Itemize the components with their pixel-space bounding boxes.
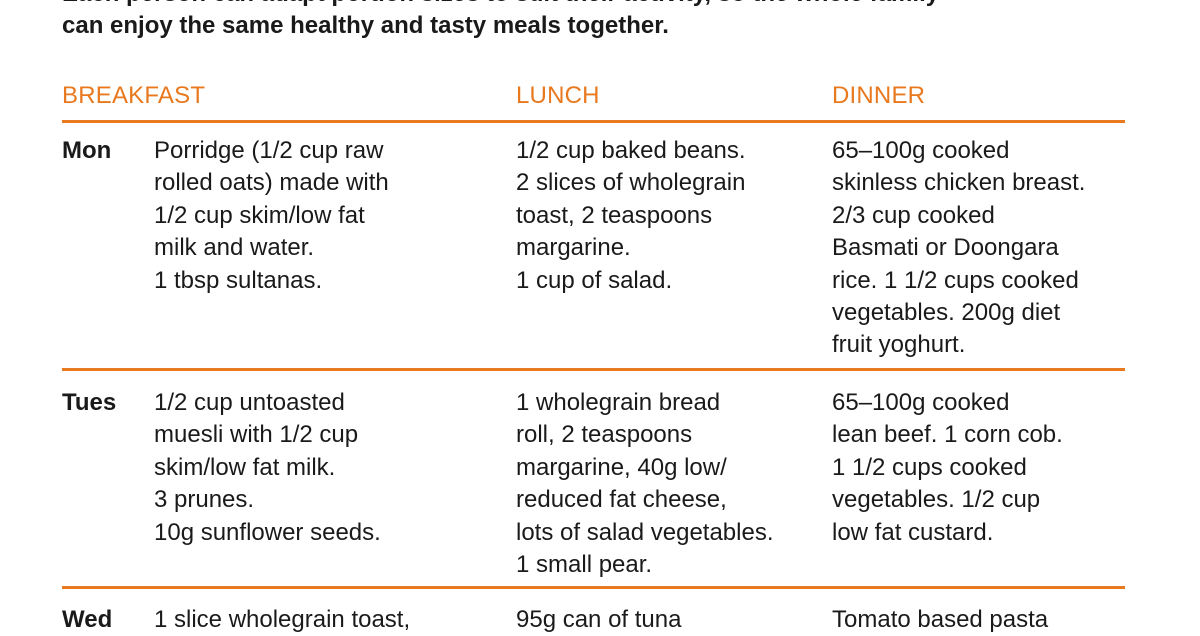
mon-dinner: 65–100g cooked skinless chicken breast. …	[832, 137, 1086, 359]
mon-lunch: 1/2 cup baked beans. 2 slices of wholegr…	[516, 137, 746, 294]
mon-breakfast: Porridge (1/2 cup raw rolled oats) made …	[154, 137, 389, 294]
day-label-tues: Tues	[62, 389, 117, 416]
intro-text: Each person can adapt portion sizes to s…	[62, 0, 1172, 42]
intro-line-1: Each person can adapt portion sizes to s…	[62, 0, 1172, 10]
row-divider-tues	[62, 586, 1125, 589]
tues-lunch: 1 wholegrain bread roll, 2 teaspoons mar…	[516, 389, 774, 579]
row-divider-mon	[62, 368, 1125, 371]
header-breakfast: BREAKFAST	[62, 82, 206, 109]
header-dinner: DINNER	[832, 82, 926, 109]
wed-breakfast: 1 slice wholegrain toast,	[154, 606, 411, 633]
header-divider	[62, 120, 1125, 123]
tues-breakfast: 1/2 cup untoasted muesli with 1/2 cup sk…	[154, 389, 381, 546]
day-label-wed: Wed	[62, 606, 113, 633]
wed-dinner: Tomato based pasta	[832, 606, 1049, 633]
wed-lunch: 95g can of tuna	[516, 606, 682, 633]
header-lunch: LUNCH	[516, 82, 600, 109]
day-label-mon: Mon	[62, 137, 112, 164]
tues-dinner: 65–100g cooked lean beef. 1 corn cob. 1 …	[832, 389, 1063, 546]
intro-line-2: can enjoy the same healthy and tasty mea…	[62, 12, 669, 39]
